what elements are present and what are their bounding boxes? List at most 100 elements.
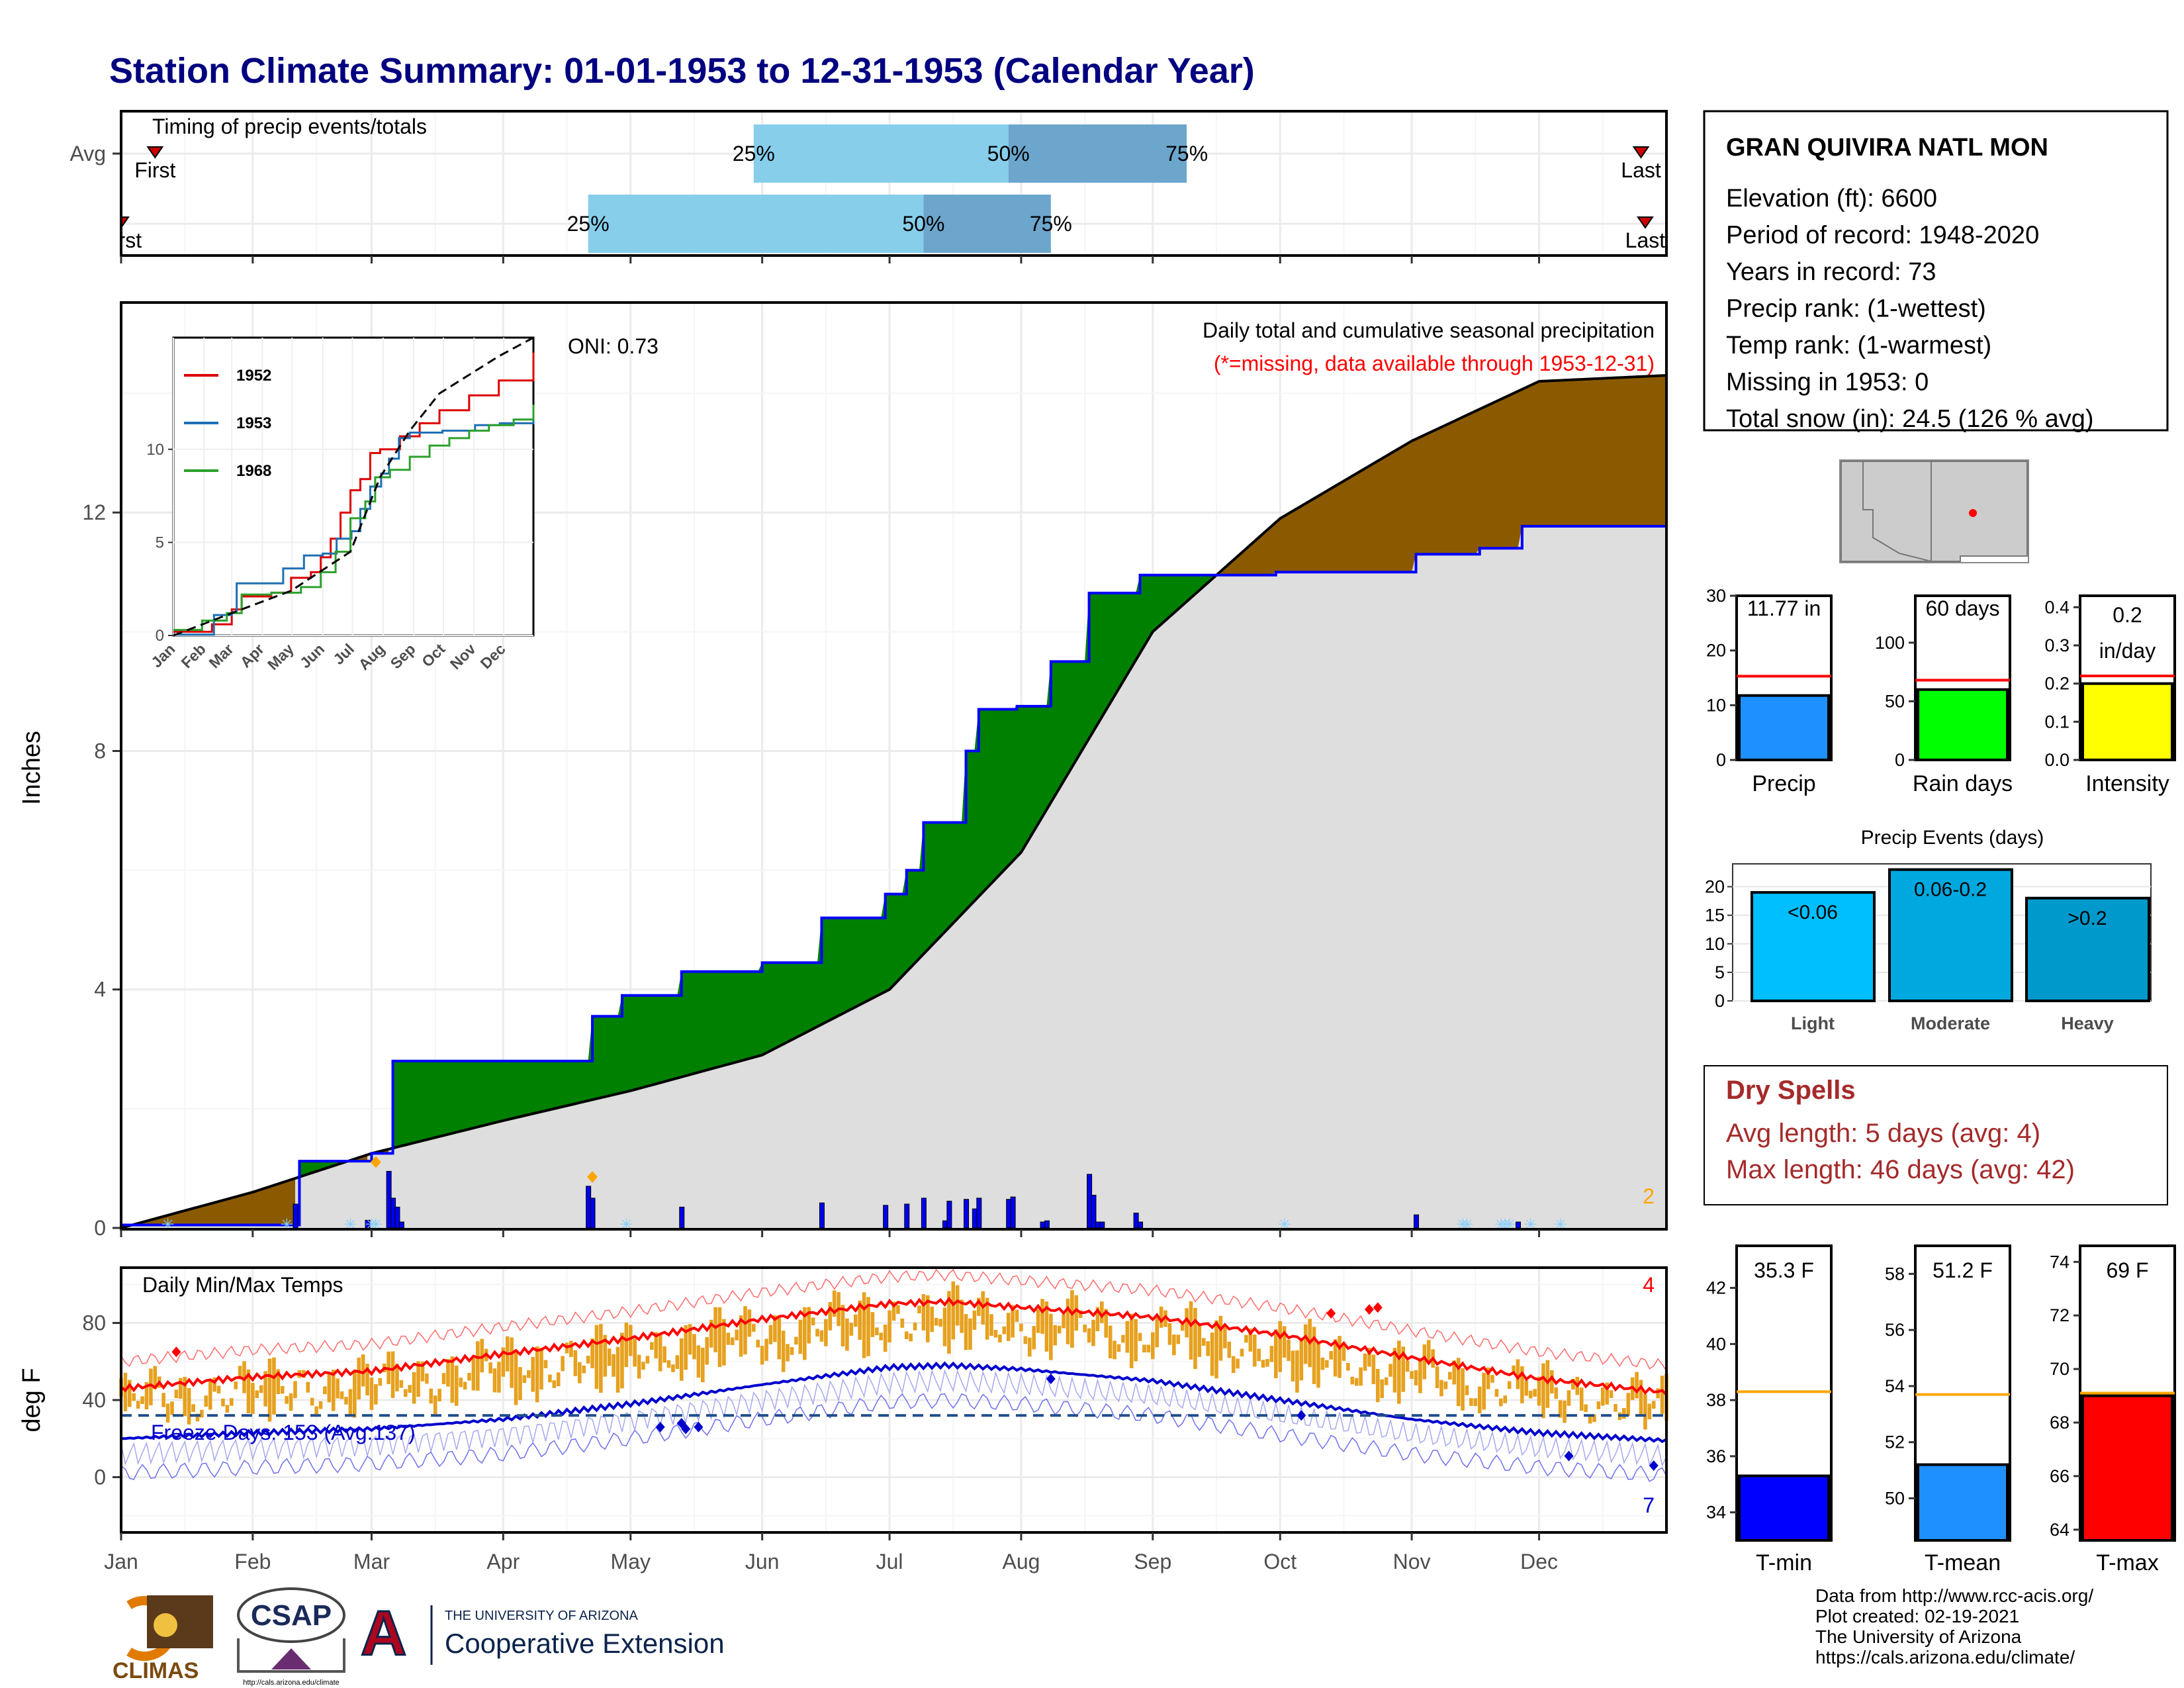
month-label-2: Mar <box>353 1550 390 1573</box>
csap-cloud <box>237 1587 345 1643</box>
temp-gauge-ytick-label-1-56: 56 <box>1885 1320 1905 1340</box>
daily-precip-bar-29 <box>1515 1221 1521 1229</box>
footer-line-0: Data from http://www.rcc-acis.org/ <box>1815 1585 2093 1606</box>
timing-p75-label-1: 75% <box>1030 212 1072 236</box>
inset-ytick-label-10: 10 <box>146 441 164 459</box>
daily-precip-bar-28 <box>1414 1214 1420 1229</box>
gauge-ytick-label-2-0.4: 0.4 <box>2044 597 2070 617</box>
station-info: GRAN QUIVIRA NATL MON Elevation (ft): 66… <box>1703 110 2169 433</box>
page-title: Station Climate Summary: 01-01-1953 to 1… <box>109 51 1255 91</box>
events-ytick-label-0: 0 <box>1715 991 1725 1011</box>
timing-edge-mask <box>0 199 120 258</box>
temp-gauge-ytick-label-0-42: 42 <box>1706 1278 1726 1298</box>
record-low-marker-5 <box>1297 1410 1306 1421</box>
station-line-4: Temp rank: (1-warmest) <box>1726 332 1991 359</box>
record-low-marker-1 <box>676 1417 686 1429</box>
month-label-10: Nov <box>1393 1550 1431 1573</box>
inset-avg-line <box>173 336 534 637</box>
climas-logo: CLIMAS <box>113 1595 213 1683</box>
snow-marker-8: ✳ <box>1460 1215 1473 1234</box>
gauge-ytick-label-0-10: 10 <box>1706 695 1726 715</box>
timing-last-label-1: Last <box>1625 228 1666 252</box>
timing-p25-label-1: 25% <box>567 212 610 236</box>
ua-block-a: A <box>361 1598 406 1669</box>
gauge-bar-1 <box>1917 688 2009 761</box>
month-label-11: Dec <box>1520 1550 1558 1573</box>
temp-gauge-label-2: T-max <box>2096 1550 2158 1575</box>
temp-panel: 0 40 80 deg F Daily Min/Max Temps Freeze D… <box>18 1266 1668 1534</box>
temp-gauge-bar-2 <box>2081 1394 2173 1542</box>
footer-credits: Data from http://www.rcc-acis.org/Plot c… <box>1815 1585 2093 1667</box>
record-high-marker-3 <box>1326 1307 1336 1319</box>
record-low-marker-3 <box>694 1421 704 1432</box>
inset-xtick-label-10: Nov <box>447 640 479 673</box>
ua-logo: A THE UNIVERSITY OF ARIZONA Cooperative … <box>360 1597 725 1670</box>
precip-frame <box>120 301 1668 1231</box>
gauge-label-2: Intensity <box>2085 771 2169 796</box>
inset-xtick-label-8: Sep <box>387 640 418 672</box>
events-bar-light <box>1751 891 1876 1002</box>
events-category-moderate: Moderate <box>1911 1013 1990 1033</box>
precip-ytick-label-0: 0 <box>94 1216 106 1240</box>
gauge-ytick-label-1-100: 100 <box>1875 633 1905 653</box>
daily-min-trace <box>120 1368 1667 1468</box>
temp-gauge-label-1: T-mean <box>1925 1550 2001 1575</box>
events-bar-label-heavy: >0.2 <box>2068 908 2107 929</box>
gauge-value-2: 0.2 <box>2113 603 2142 627</box>
avg-cumulative-line <box>120 374 1667 1229</box>
precip-extreme-count: 2 <box>1643 1184 1655 1208</box>
temp-gauge-value-2: 69 F <box>2106 1258 2148 1282</box>
csap-mountain <box>271 1648 311 1669</box>
temp-gauge-bar-0 <box>1738 1474 1830 1542</box>
temp-gauge-ytick-label-2-68: 68 <box>2050 1413 2070 1432</box>
csap-text: CSAP <box>251 1599 332 1632</box>
gauge-bar-0 <box>1738 694 1830 761</box>
daily-precip-bar-7 <box>590 1197 596 1229</box>
record-low-marker-4 <box>1046 1373 1056 1384</box>
station-line-1: Period of record: 1948-2020 <box>1726 222 2039 250</box>
gauge-ytick-label-0-30: 30 <box>1706 586 1726 606</box>
gauge-ytick-label-2-0.2: 0.2 <box>2044 674 2070 694</box>
inset-xtick-label-6: Jul <box>330 640 357 668</box>
daily-temp-bars <box>119 1281 1668 1430</box>
month-label-1: Feb <box>234 1550 271 1573</box>
events-ytick-label-20: 20 <box>1705 877 1725 897</box>
month-label-3: Apr <box>486 1550 520 1573</box>
locator-map <box>1839 459 2029 563</box>
daily-precip-bar-0 <box>293 1203 298 1229</box>
station-location-marker <box>1969 509 1977 517</box>
month-label-9: Oct <box>1263 1550 1297 1573</box>
inset-xtick-label-4: May <box>264 640 297 673</box>
record-low-marker-0 <box>655 1421 665 1432</box>
snow-marker-11: ✳ <box>1503 1215 1516 1234</box>
record-low-marker-6 <box>1564 1450 1574 1462</box>
dry-spells-frame <box>1704 1065 2168 1205</box>
events-ytick-label-10: 10 <box>1705 934 1725 954</box>
temp-gauge-ytick-label-2-64: 64 <box>2050 1520 2070 1540</box>
daily-precip-bar-14 <box>946 1200 952 1229</box>
timing-first-label-0: First <box>134 158 175 182</box>
temp-gauge-ytick-label-0-38: 38 <box>1706 1390 1726 1410</box>
events-ytick-label-15: 15 <box>1705 906 1725 925</box>
temp-ylabel: deg F <box>18 1368 46 1432</box>
snow-marker-12: ✳ <box>1524 1215 1537 1234</box>
timing-label: Timing of precip events/totals <box>152 115 427 138</box>
inset-trace-1952 <box>173 352 535 633</box>
inset-trace-1953 <box>173 416 535 636</box>
record-high-envelope <box>120 1268 1667 1372</box>
temp-gauge-ytick-label-2-70: 70 <box>2050 1359 2070 1379</box>
month-label-7: Aug <box>1002 1550 1040 1573</box>
month-label-5: Jun <box>745 1550 780 1573</box>
precip-ytick-label-4: 4 <box>94 978 106 1002</box>
gauge-bar-2 <box>2081 682 2173 761</box>
temp-gauge-value-0: 35.3 F <box>1754 1258 1814 1282</box>
station-line-2: Years in record: 73 <box>1726 258 1936 286</box>
obs-cumulative-line <box>121 524 1666 1227</box>
events-category-heavy: Heavy <box>2061 1013 2114 1033</box>
precip-gauges: 0 10 20 30 11.77 in Precip 0 50 100 60 days Rain d… <box>1706 586 2176 796</box>
record-high-marker-1 <box>1364 1304 1374 1315</box>
record-high-marker-2 <box>1373 1302 1383 1313</box>
events-bar-label-light: <0.06 <box>1788 902 1838 923</box>
